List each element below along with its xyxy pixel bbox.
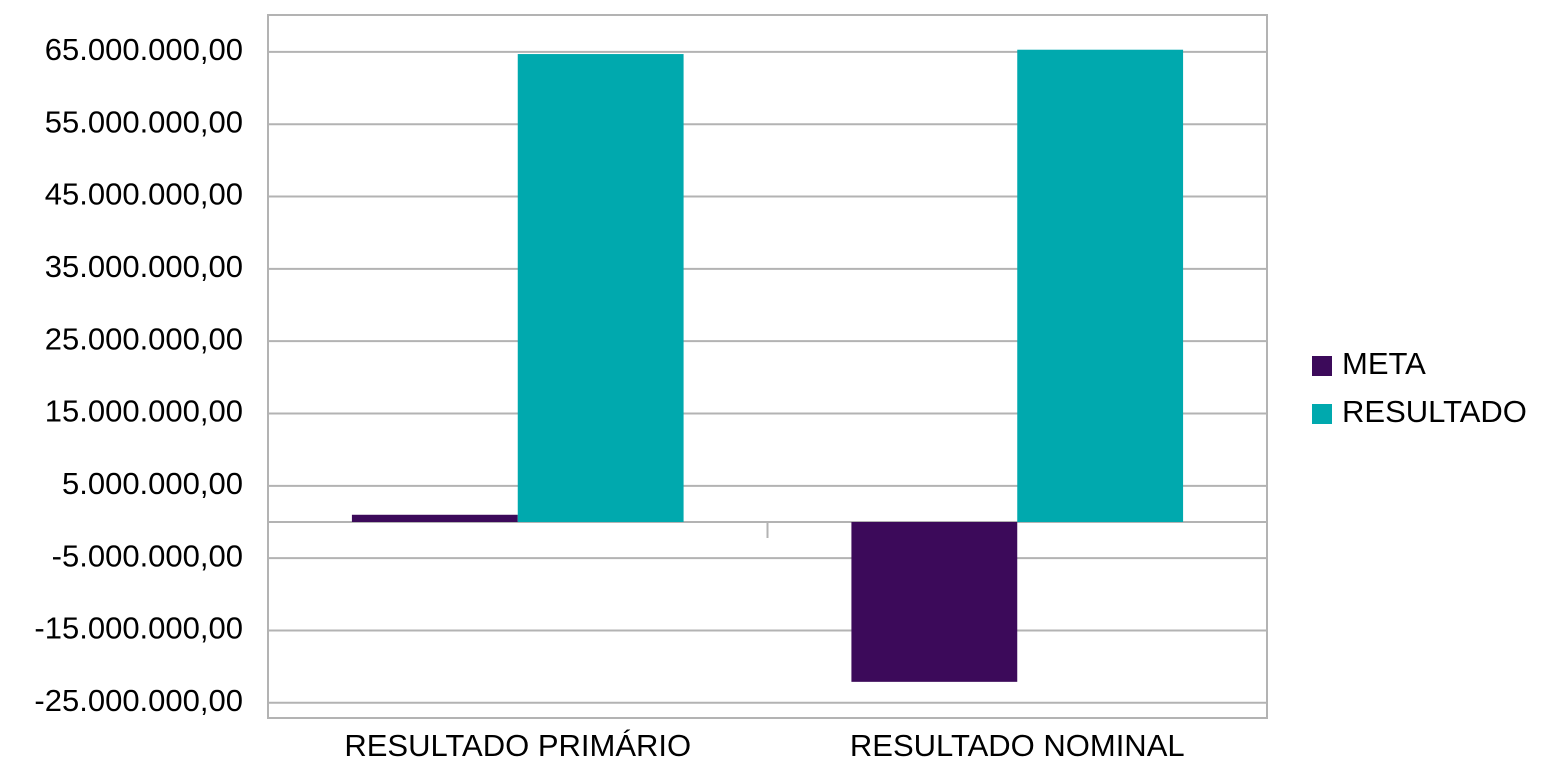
bar (851, 521, 1018, 682)
y-tick-label: 55.000.000,00 (45, 104, 243, 139)
legend-swatch (1312, 356, 1332, 376)
y-tick-label: 65.000.000,00 (45, 32, 243, 67)
y-tick-label: 45.000.000,00 (45, 177, 243, 212)
legend-swatch (1312, 404, 1332, 424)
bar (1017, 49, 1184, 522)
bar (517, 54, 684, 522)
x-tick-label: RESULTADO PRIMÁRIO (344, 728, 691, 763)
y-tick-label: -5.000.000,00 (52, 538, 243, 573)
bar (351, 514, 518, 522)
y-tick-label: 35.000.000,00 (45, 249, 243, 284)
y-tick-label: -15.000.000,00 (34, 611, 243, 646)
plot-border (267, 14, 1268, 719)
legend-label: RESULTADO (1342, 394, 1527, 429)
legend-label: META (1342, 346, 1426, 381)
y-tick-label: 25.000.000,00 (45, 321, 243, 356)
x-tick-label: RESULTADO NOMINAL (850, 728, 1185, 763)
y-tick-label: 5.000.000,00 (62, 466, 243, 501)
y-tick-label: -25.000.000,00 (34, 683, 243, 718)
y-tick-label: 15.000.000,00 (45, 394, 243, 429)
